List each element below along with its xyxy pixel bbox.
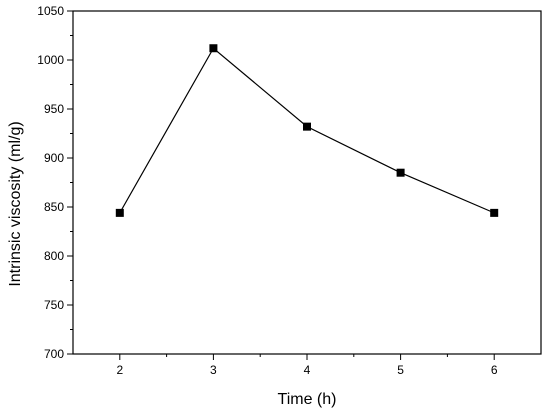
x-axis-label: Time (h) — [278, 391, 337, 408]
y-axis-label: Intrinsic viscosity (ml/g) — [7, 121, 24, 286]
y-tick-label: 1050 — [37, 4, 64, 18]
data-point-marker — [115, 208, 124, 217]
data-point-marker — [209, 44, 218, 53]
y-tick-label: 900 — [44, 151, 64, 165]
x-axis: 2 3 4 5 6 — [116, 354, 498, 377]
y-tick-label: 1000 — [37, 53, 64, 67]
x-tick-label: 3 — [210, 363, 217, 377]
x-tick-label: 4 — [304, 363, 311, 377]
y-tick-label: 850 — [44, 200, 64, 214]
data-point-marker — [303, 122, 311, 131]
series-layer — [115, 44, 499, 217]
x-tick-label: 2 — [116, 363, 123, 377]
data-point-marker — [490, 208, 499, 217]
y-tick-label: 950 — [44, 102, 64, 116]
plot-frame-border — [72, 10, 542, 355]
y-tick-label: 750 — [44, 298, 64, 312]
y-tick-label: 700 — [44, 347, 64, 361]
y-axis: 700 750 800 850 900 950 1000 1050 — [37, 4, 73, 361]
plot-frame — [72, 10, 542, 355]
x-tick-label: 5 — [397, 363, 404, 377]
x-tick-label: 6 — [491, 363, 498, 377]
y-tick-label: 800 — [44, 249, 64, 263]
data-point-marker — [396, 168, 405, 177]
